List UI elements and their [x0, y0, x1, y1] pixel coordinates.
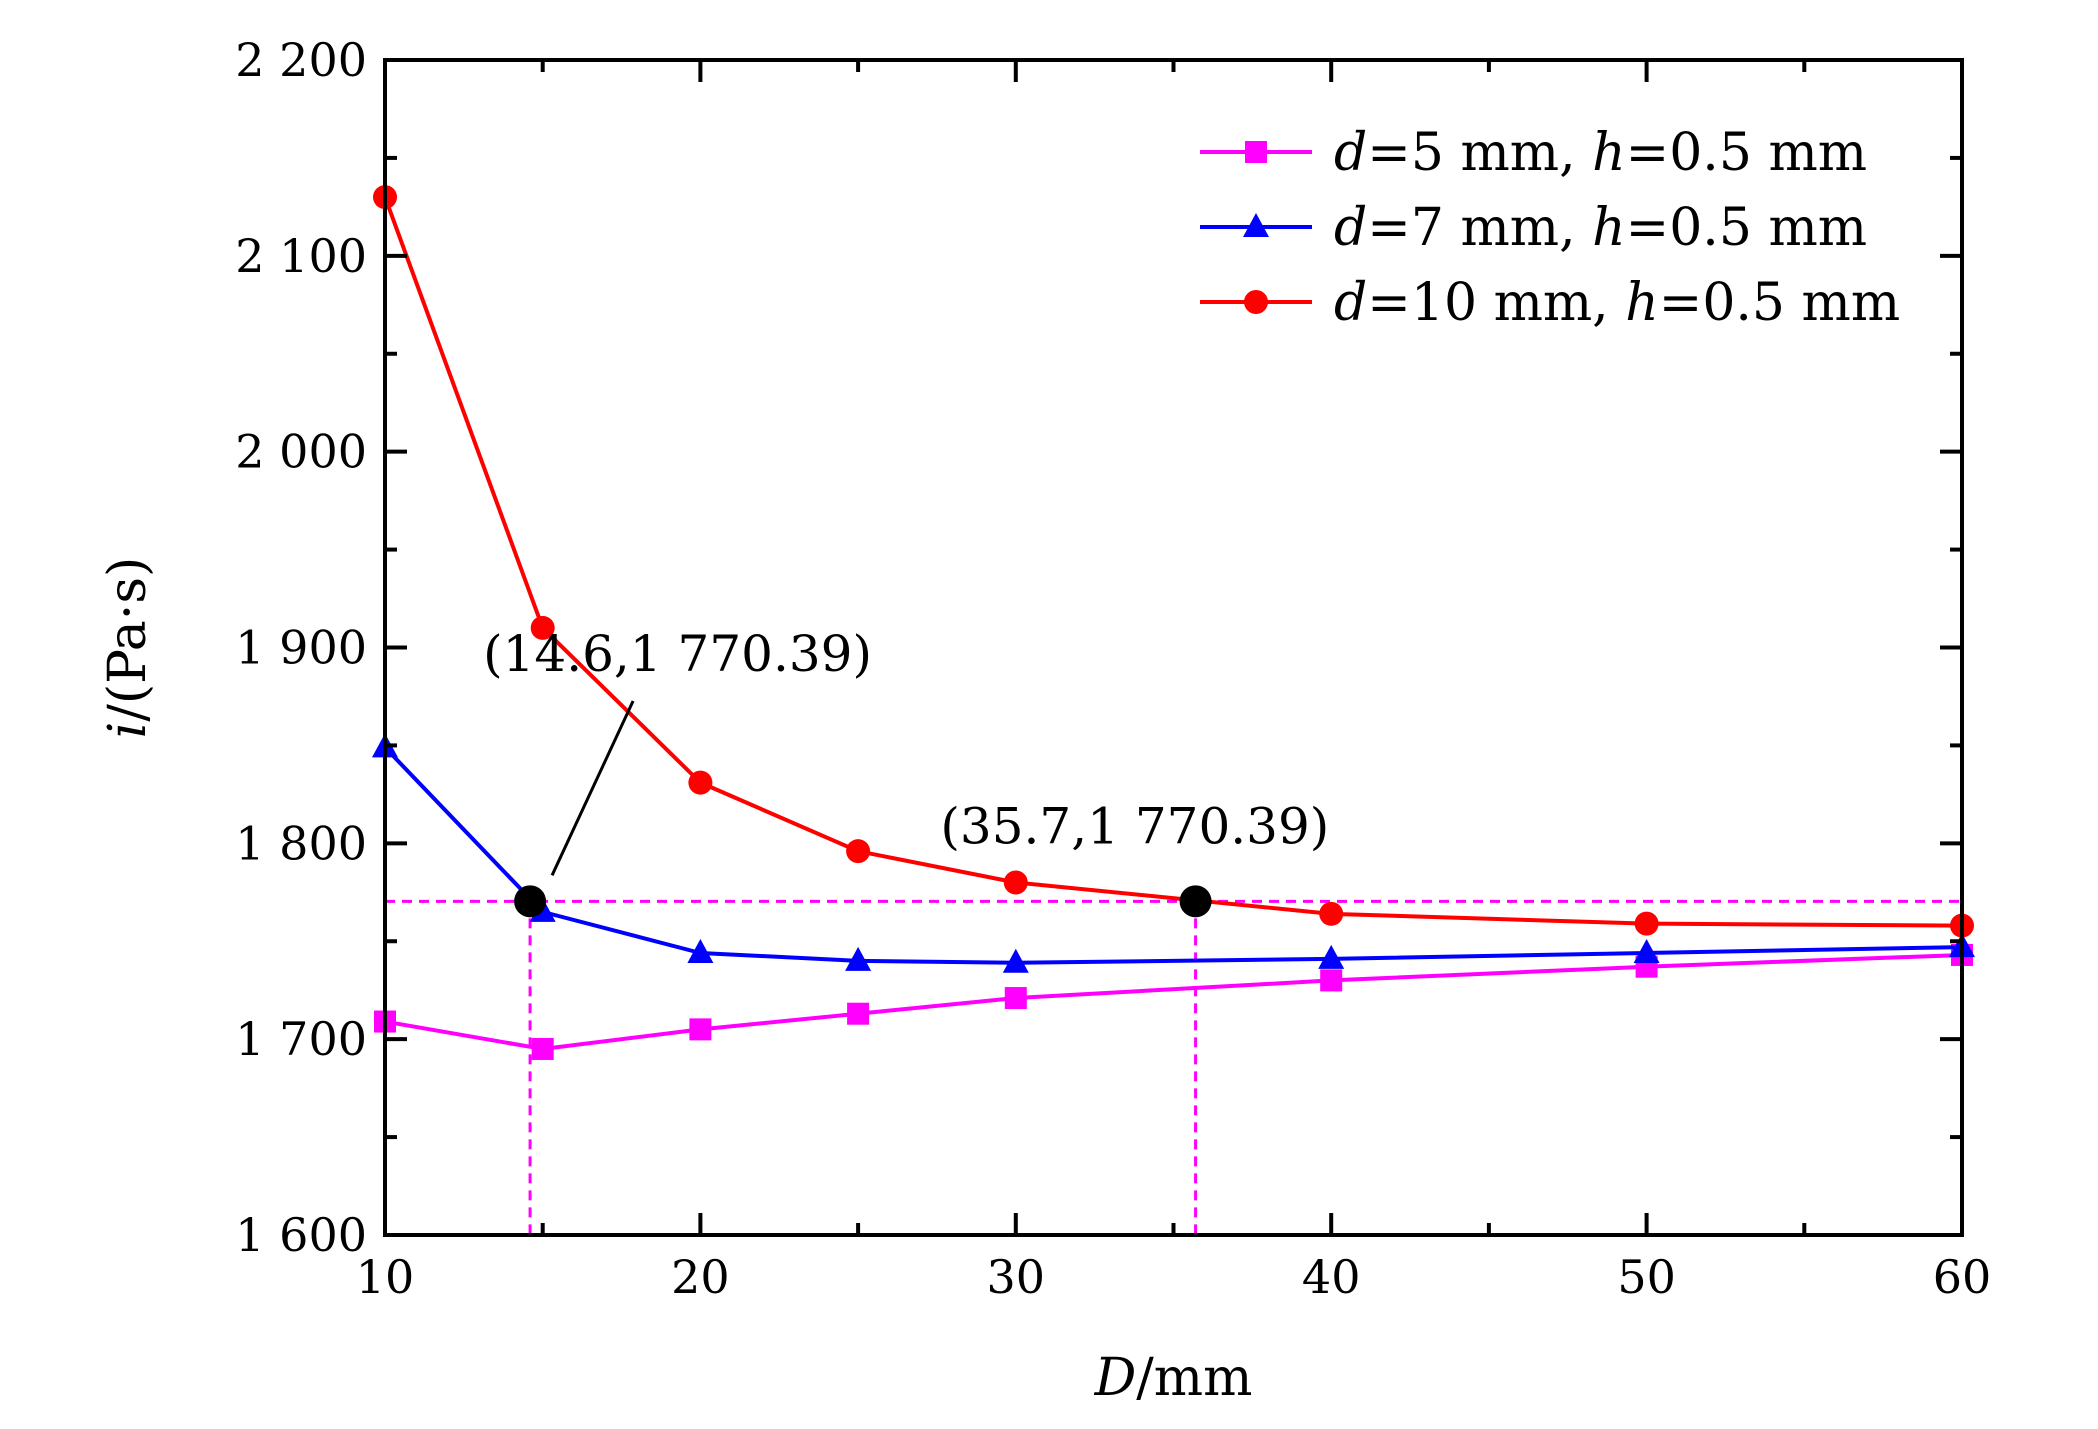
data-point-triangle [1318, 944, 1345, 969]
reference-lines [385, 899, 1962, 1235]
annotation-leader-line [550, 700, 635, 876]
data-point-circle [688, 770, 713, 795]
legend-item: d=10 mm, h=0.5 mm [1200, 273, 1900, 333]
data-point-circle [1634, 911, 1659, 936]
data-point-triangle [1243, 213, 1269, 237]
data-point-circle [846, 839, 871, 864]
data-point-triangle [1002, 948, 1029, 973]
annotation-label: (14.6,1 770.39) [483, 625, 872, 683]
data-point-square [1004, 987, 1027, 1010]
legend-label: d=5 mm, h=0.5 mm [1334, 123, 1867, 183]
y-tick-label: 1 600 [235, 1208, 367, 1262]
x-ticks: 10 20 30 40 50 60 [356, 60, 1992, 1304]
data-point-triangle [1633, 939, 1660, 963]
data-point-square [531, 1037, 554, 1060]
annotation-point [514, 885, 547, 918]
y-tick-label: 2 100 [235, 229, 367, 283]
data-point-circle [1244, 290, 1268, 314]
series-1 [374, 943, 1973, 1060]
legend-item: d=5 mm, h=0.5 mm [1200, 123, 1867, 183]
series-line [384, 952, 1963, 1051]
y-tick-label: 1 900 [235, 621, 367, 675]
series-line [383, 196, 1963, 928]
y-tick-label: 2 000 [235, 425, 367, 479]
y-tick-label: 2 200 [235, 33, 367, 87]
x-axis-title-unit: /mm [1136, 1348, 1252, 1408]
y-axis-title: i/(Pa·s) [98, 557, 158, 739]
y-tick-label: 1 800 [235, 816, 367, 870]
annotation-label: (35.7,1 770.39) [940, 797, 1329, 855]
x-tick-label: 30 [987, 1250, 1046, 1304]
y-axis-title-var: i [98, 722, 158, 739]
x-tick-label: 40 [1302, 1250, 1361, 1304]
x-axis-title-var: D [1094, 1348, 1137, 1408]
legend-label: d=10 mm, h=0.5 mm [1334, 273, 1900, 333]
annotations-layer: (14.6,1 770.39) (35.7,1 770.39) [483, 625, 1329, 918]
x-tick-label: 60 [1933, 1250, 1992, 1304]
y-axis-title-unit: /(Pa·s) [98, 557, 158, 722]
data-point-square [847, 1002, 870, 1025]
legend-label: d=7 mm, h=0.5 mm [1334, 198, 1867, 258]
y-ticks: 1 600 1 700 1 800 1 900 2 000 2 100 2 200 [235, 33, 1962, 1262]
data-point-circle [1003, 870, 1028, 895]
data-point-square [689, 1018, 712, 1041]
series-3 [373, 185, 1974, 938]
x-axis-title: D/mm [1094, 1348, 1253, 1408]
x-tick-label: 50 [1617, 1250, 1676, 1304]
series-line [383, 745, 1963, 965]
data-point-triangle [687, 939, 714, 963]
x-tick-label: 10 [356, 1250, 415, 1304]
annotation-point [1179, 885, 1212, 918]
data-point-triangle [845, 946, 872, 971]
x-tick-label: 20 [671, 1250, 730, 1304]
data-point-square [1245, 141, 1267, 163]
legend-item: d=7 mm, h=0.5 mm [1200, 198, 1867, 258]
data-point-circle [530, 615, 555, 640]
series-layer [372, 185, 1975, 1060]
legend: d=5 mm, h=0.5 mm d=7 mm, h=0.5 mm d=10 mm,… [1200, 123, 1900, 333]
data-point-circle [1319, 901, 1344, 926]
data-point-square [1320, 969, 1343, 992]
y-tick-label: 1 700 [235, 1012, 367, 1066]
